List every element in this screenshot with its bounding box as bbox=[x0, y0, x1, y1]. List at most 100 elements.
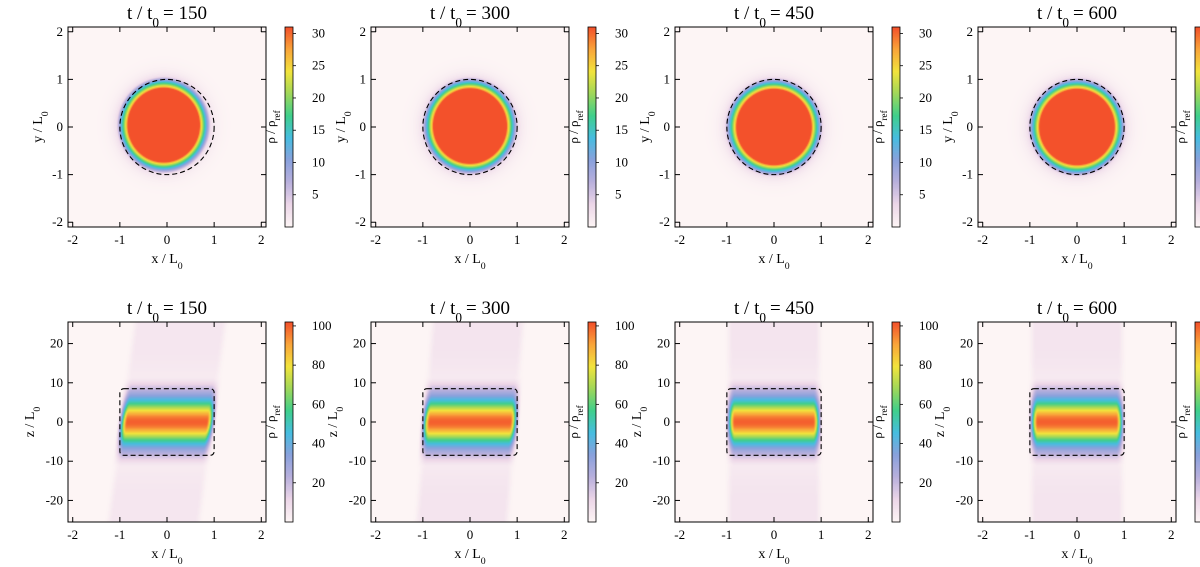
y-axis-label: y / L0 bbox=[638, 111, 658, 142]
x-tick-label: 2 bbox=[1168, 232, 1175, 247]
x-tick-label: 2 bbox=[561, 232, 568, 247]
panel-top-1: -2 -1 0 1 2 -2 -1 0 1 2 t / t0 = 300 x / L0 y / L0 5 10… bbox=[334, 3, 628, 272]
colorbar-gradient bbox=[285, 27, 293, 227]
x-tick-label: 1 bbox=[514, 527, 521, 542]
y-tick-label: 1 bbox=[967, 71, 974, 86]
initial-boundary-contour bbox=[726, 78, 822, 176]
panel-title: t / t0 = 450 bbox=[734, 298, 814, 325]
y-tick-label: 2 bbox=[360, 24, 367, 39]
y-tick-label: -1 bbox=[962, 167, 973, 182]
colorbar-label: ρ / ρref bbox=[566, 109, 585, 143]
y-tick-label: 10 bbox=[353, 375, 366, 390]
colorbar-tick-label: 100 bbox=[312, 318, 332, 333]
initial-boundary-contour bbox=[119, 78, 215, 176]
y-tick-label: -1 bbox=[355, 167, 366, 182]
density-heatmap bbox=[978, 322, 1176, 522]
y-tick-label: 0 bbox=[967, 414, 974, 429]
colorbar-frame bbox=[587, 26, 597, 228]
panel-title: t / t0 = 300 bbox=[430, 298, 510, 325]
x-tick-label: -2 bbox=[67, 232, 78, 247]
y-tick-label: 0 bbox=[57, 414, 64, 429]
colorbar-label: ρ / ρref bbox=[263, 109, 282, 143]
colorbar-tick-label: 30 bbox=[312, 25, 325, 40]
colorbar-tick-label: 30 bbox=[919, 25, 932, 40]
colorbar-frame bbox=[891, 26, 901, 228]
y-tick-label: -2 bbox=[355, 214, 366, 229]
colorbar-tick-label: 40 bbox=[919, 436, 932, 451]
x-tick-label: 0 bbox=[1074, 527, 1081, 542]
x-tick-label: -2 bbox=[977, 232, 988, 247]
colorbar-tick-label: 15 bbox=[312, 122, 325, 137]
y-tick-label: 0 bbox=[664, 119, 671, 134]
y-tick-label: 10 bbox=[960, 375, 973, 390]
initial-boundary-contour bbox=[1029, 78, 1125, 176]
x-axis-label: x / L0 bbox=[454, 252, 485, 272]
panel-top-2: -2 -1 0 1 2 -2 -1 0 1 2 t / t0 = 450 x / L0 y / L0 5 10… bbox=[638, 3, 932, 272]
colorbar-tick-label: 5 bbox=[919, 187, 926, 202]
y-tick-label: -1 bbox=[659, 167, 670, 182]
y-axis-label: y / L0 bbox=[31, 111, 51, 142]
x-tick-label: 1 bbox=[211, 232, 218, 247]
x-tick-label: -2 bbox=[67, 527, 78, 542]
colorbar-label: ρ / ρref bbox=[263, 404, 282, 438]
x-tick-label: -2 bbox=[674, 232, 685, 247]
y-tick-label: -20 bbox=[349, 492, 366, 507]
y-tick-label: -20 bbox=[46, 492, 63, 507]
panel-title: t / t0 = 600 bbox=[1037, 298, 1117, 325]
colorbar-tick-label: 30 bbox=[615, 25, 628, 40]
colorbar-tick-label: 20 bbox=[312, 475, 325, 490]
x-tick-label: 1 bbox=[818, 232, 825, 247]
y-tick-label: 1 bbox=[360, 71, 367, 86]
colorbar-tick-label: 100 bbox=[615, 318, 635, 333]
y-tick-label: 20 bbox=[353, 336, 366, 351]
x-tick-label: -1 bbox=[417, 527, 428, 542]
x-tick-label: -1 bbox=[721, 527, 732, 542]
panel-title: t / t0 = 450 bbox=[734, 3, 814, 30]
colorbar-frame bbox=[891, 321, 901, 523]
panel-title: t / t0 = 150 bbox=[127, 3, 207, 30]
colorbar-tick-label: 20 bbox=[615, 475, 628, 490]
x-tick-label: -1 bbox=[1024, 527, 1035, 542]
colorbar-tick-label: 60 bbox=[312, 396, 325, 411]
density-heatmap bbox=[675, 322, 873, 522]
y-tick-label: 20 bbox=[960, 336, 973, 351]
y-tick-label: -10 bbox=[46, 453, 63, 468]
colorbar-tick-label: 80 bbox=[615, 357, 628, 372]
y-tick-label: 1 bbox=[664, 71, 671, 86]
x-tick-label: -1 bbox=[114, 527, 125, 542]
x-tick-label: 2 bbox=[561, 527, 568, 542]
x-tick-label: 2 bbox=[258, 232, 265, 247]
colorbar-tick-label: 25 bbox=[615, 58, 628, 73]
initial-boundary-contour bbox=[422, 78, 518, 176]
colorbar-tick-label: 10 bbox=[615, 154, 628, 169]
y-tick-label: 10 bbox=[50, 375, 63, 390]
y-axis-label: z / L0 bbox=[23, 407, 43, 438]
x-axis-label: x / L0 bbox=[151, 252, 182, 272]
y-tick-label: -1 bbox=[52, 167, 63, 182]
colorbar-tick-label: 80 bbox=[312, 357, 325, 372]
colorbar-gradient bbox=[588, 322, 596, 522]
y-tick-label: 1 bbox=[57, 71, 64, 86]
x-tick-label: 0 bbox=[1074, 232, 1081, 247]
x-tick-label: 0 bbox=[164, 232, 171, 247]
colorbar-tick-label: 40 bbox=[615, 436, 628, 451]
colorbar-tick-label: 20 bbox=[919, 90, 932, 105]
panel-title: t / t0 = 600 bbox=[1037, 3, 1117, 30]
x-tick-label: -1 bbox=[417, 232, 428, 247]
colorbar-label: ρ / ρref bbox=[566, 404, 585, 438]
colorbar-tick-label: 25 bbox=[919, 58, 932, 73]
x-axis-label: x / L0 bbox=[454, 547, 485, 567]
colorbar-frame bbox=[284, 26, 294, 228]
colorbar-gradient bbox=[892, 27, 900, 227]
y-tick-label: -2 bbox=[962, 214, 973, 229]
colorbar-tick-label: 25 bbox=[312, 58, 325, 73]
colorbar-gradient bbox=[1195, 322, 1200, 522]
colorbar-gradient bbox=[1195, 27, 1200, 227]
panel-title: t / t0 = 150 bbox=[127, 298, 207, 325]
colorbar-tick-label: 40 bbox=[312, 436, 325, 451]
colorbar-tick-label: 5 bbox=[615, 187, 622, 202]
x-axis-label: x / L0 bbox=[151, 547, 182, 567]
